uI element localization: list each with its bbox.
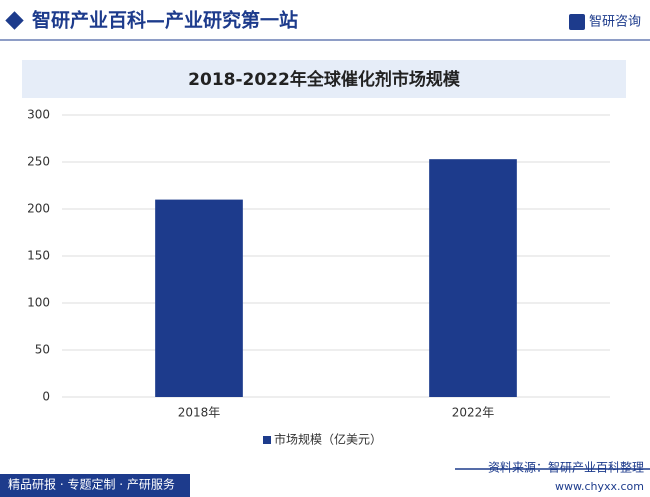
y-tick-label: 250 [27,155,50,169]
y-tick-label: 200 [27,202,50,216]
legend-label: 市场规模（亿美元） [274,432,382,447]
bar [429,159,517,397]
legend-swatch [263,436,271,444]
footer-left: 精品研报 · 专题定制 · 产研服务 [8,477,175,492]
y-tick-label: 300 [27,108,50,122]
x-tick-label: 2022年 [452,406,495,420]
y-tick-label: 0 [42,390,50,404]
bar [155,199,243,397]
x-tick-label: 2018年 [178,406,221,420]
y-tick-label: 150 [27,249,50,263]
title-band [22,60,626,98]
footer-source: 资料来源：智研产业百科整理 [488,460,644,475]
y-tick-label: 50 [35,343,50,357]
y-tick-label: 100 [27,296,50,310]
footer-url: www.chyxx.com [555,480,644,493]
header-title: 智研产业百科—产业研究第一站 [32,9,298,32]
chart-title: 2018-2022年全球催化剂市场规模 [188,69,461,90]
footer-band [0,474,190,497]
logo-text: 智研咨询 [589,15,641,30]
logo-icon [569,14,585,30]
